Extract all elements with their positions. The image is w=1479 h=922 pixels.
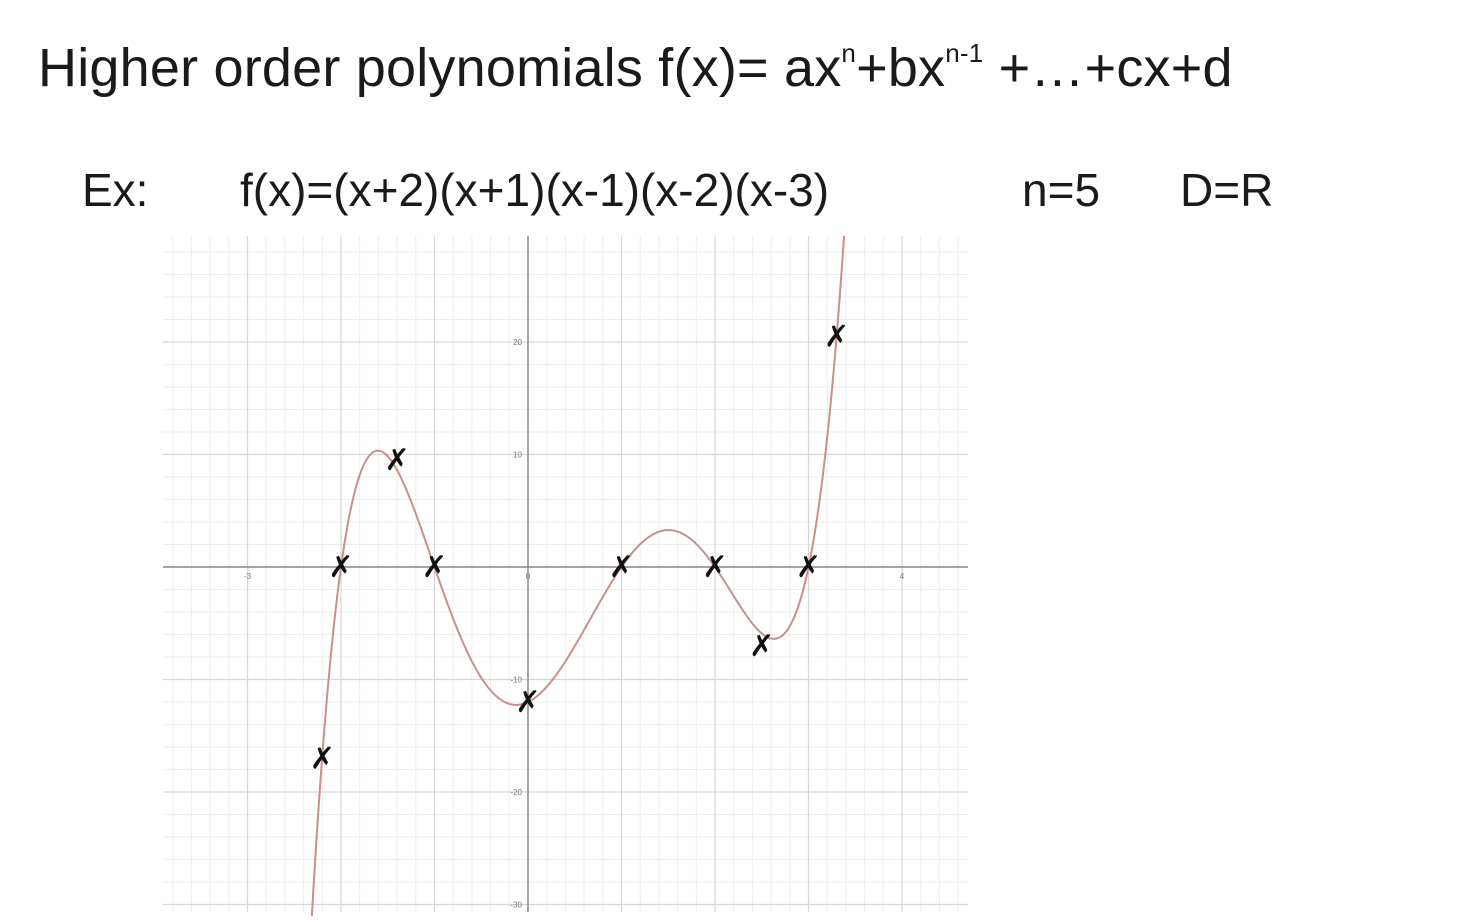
point-marker: ✗: [328, 550, 353, 585]
y-tick-label: -10: [510, 676, 522, 685]
y-tick-label: -20: [510, 788, 522, 797]
y-tick-label: -30: [510, 901, 522, 910]
slide-title: Higher order polynomials f(x)= axn+bxn-1…: [38, 18, 1233, 103]
point-marker: ✗: [702, 550, 727, 585]
y-tick-label: 20: [513, 338, 522, 347]
x-tick-label: -3: [244, 572, 252, 581]
point-marker: ✗: [385, 443, 410, 478]
example-degree: n=5: [1022, 164, 1101, 216]
point-marker: ✗: [796, 550, 821, 585]
grid-minor: [163, 236, 968, 912]
x-tick-label: 0: [526, 572, 531, 581]
title-middle: +bx: [856, 38, 946, 98]
title-exponent-n: n: [841, 38, 857, 68]
y-tick-label: 10: [513, 451, 522, 460]
x-tick-label: 4: [900, 572, 905, 581]
point-marker: ✗: [422, 550, 447, 585]
example-label: Ex:: [82, 164, 149, 216]
point-marker: ✗: [515, 685, 540, 720]
polynomial-curve: [310, 235, 846, 916]
title-suffix: +…+cx+d: [983, 38, 1233, 98]
point-marker: ✗: [310, 741, 335, 776]
title-exponent-n-minus-1: n-1: [945, 38, 984, 68]
point-marker: ✗: [824, 319, 849, 354]
example-domain: D=R: [1180, 164, 1274, 216]
title-prefix: Higher order polynomials f(x)= ax: [38, 38, 842, 98]
point-marker: ✗: [749, 629, 774, 664]
example-formula: f(x)=(x+2)(x+1)(x-1)(x-2)(x-3): [240, 164, 830, 216]
point-marker: ✗: [609, 550, 634, 585]
point-markers: ✗ ✗ ✗ ✗ ✗ ✗ ✗ ✗ ✗ ✗: [310, 319, 849, 776]
axes: [163, 236, 968, 912]
